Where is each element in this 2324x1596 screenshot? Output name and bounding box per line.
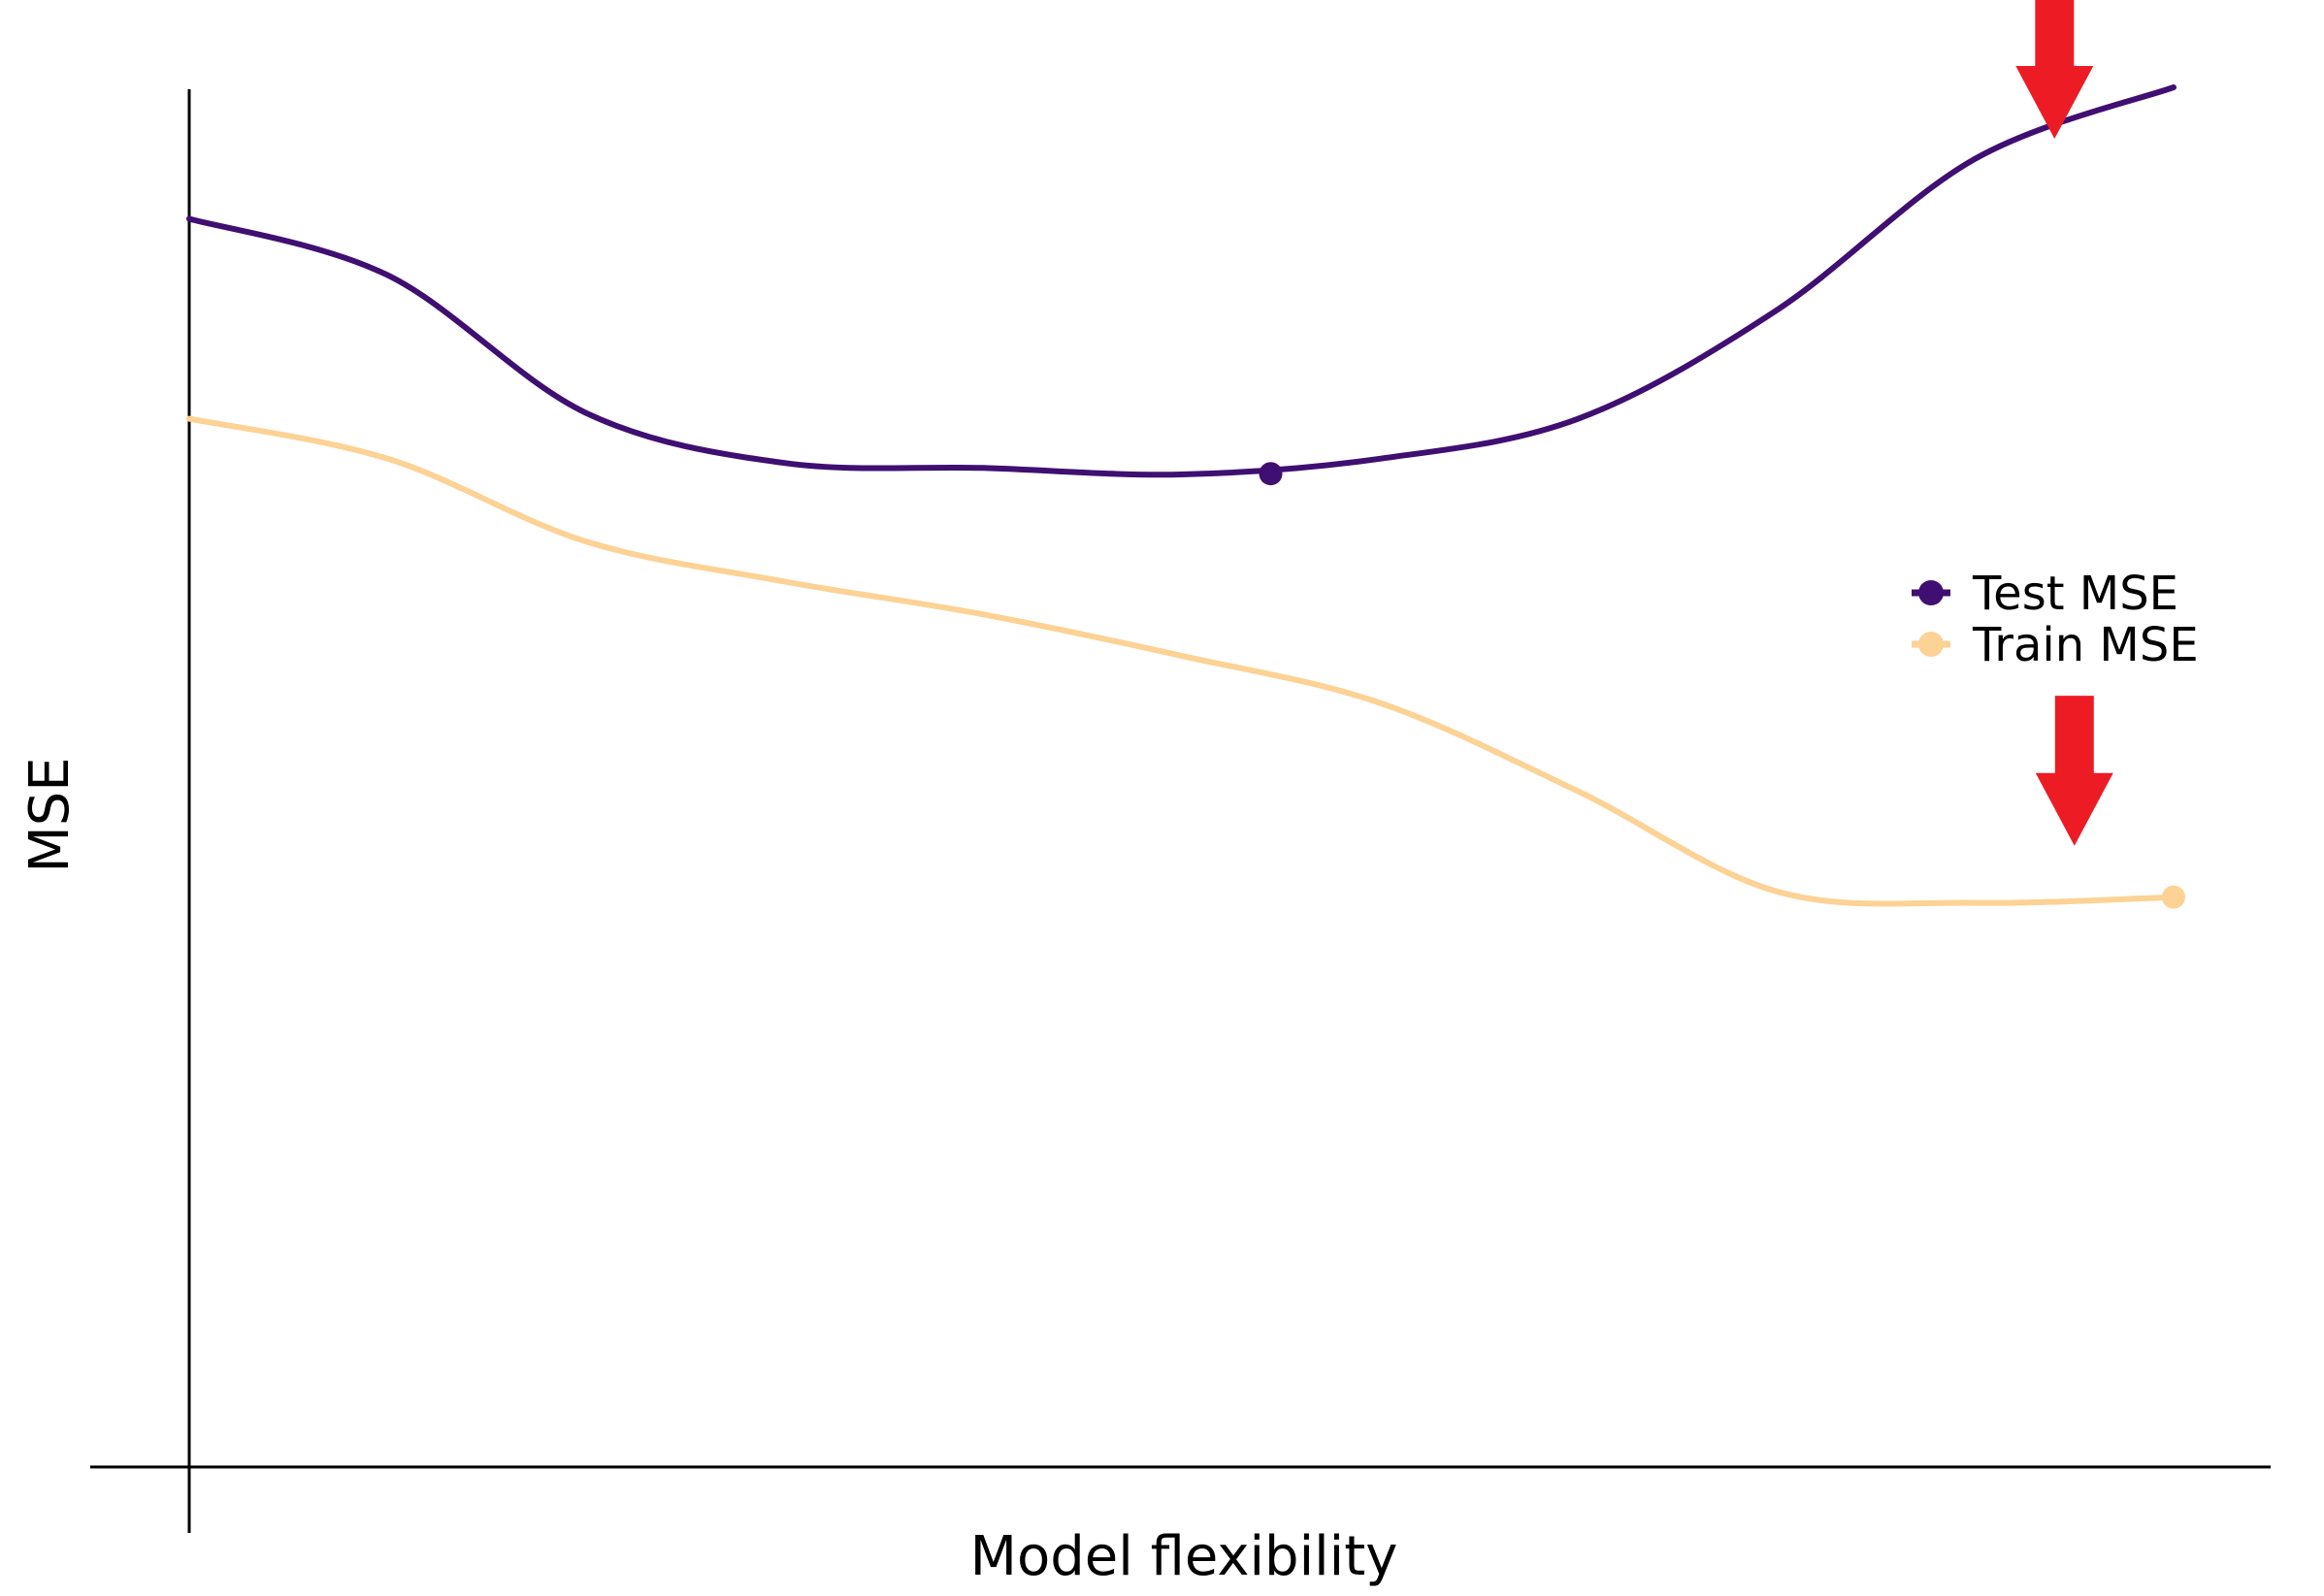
legend: Test MSE Train MSE xyxy=(1912,567,2199,672)
axes xyxy=(90,89,2271,1533)
annotation-layer xyxy=(2015,0,2113,846)
y-axis-label: MSE xyxy=(18,757,82,872)
legend-item-train: Train MSE xyxy=(1912,618,2199,672)
legend-marker-test xyxy=(1918,580,1944,605)
red-down-arrow-icon xyxy=(2015,0,2094,139)
series-min-point-test-mse xyxy=(1259,462,1283,486)
x-axis-label: Model flexibility xyxy=(970,1525,1398,1588)
legend-item-test: Test MSE xyxy=(1912,567,2178,621)
legend-label-train: Train MSE xyxy=(1972,618,2199,672)
series-min-point-train-mse xyxy=(2162,885,2185,909)
legend-label-test: Test MSE xyxy=(1972,567,2178,621)
legend-marker-train xyxy=(1918,632,1944,657)
series-line-test-mse xyxy=(186,84,2177,478)
series-line-train-mse xyxy=(186,415,2177,907)
series-layer xyxy=(186,84,2185,909)
red-down-arrow-icon xyxy=(2035,696,2113,846)
